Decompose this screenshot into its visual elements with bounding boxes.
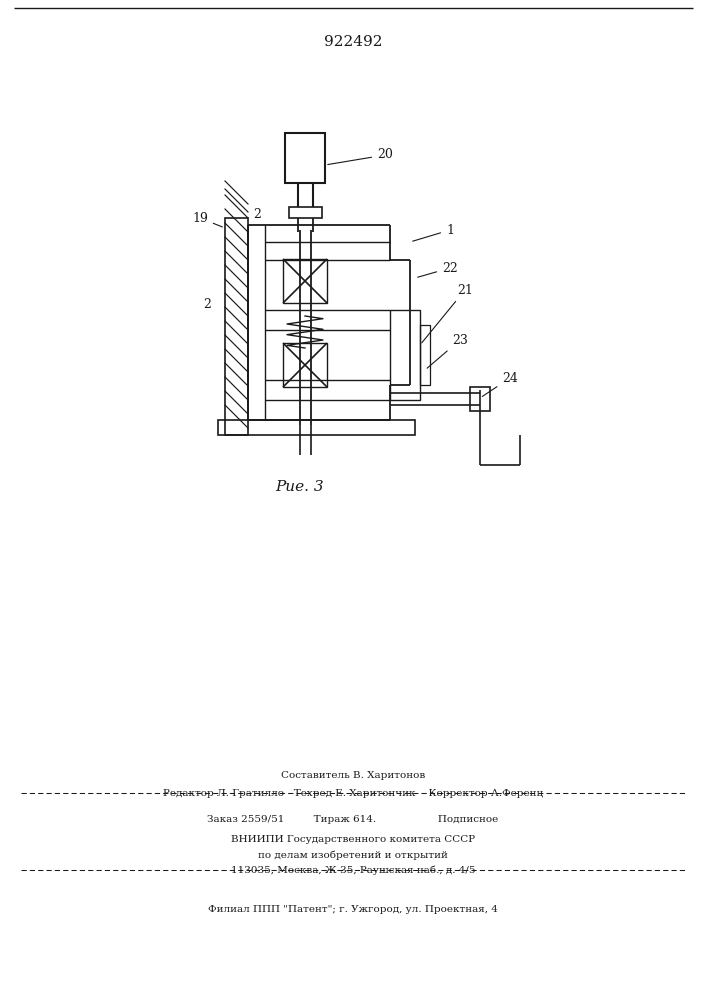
Text: ВНИИПИ Государственного комитета СССР: ВНИИПИ Государственного комитета СССР — [231, 836, 475, 844]
Bar — [285, 133, 325, 183]
Bar — [289, 207, 322, 218]
Text: 2: 2 — [253, 209, 261, 222]
Text: 23: 23 — [427, 334, 468, 368]
Bar — [470, 387, 490, 411]
Text: Pue. 3: Pue. 3 — [276, 480, 325, 494]
Text: Составитель В. Харитонов: Составитель В. Харитонов — [281, 770, 425, 780]
Bar — [283, 259, 327, 303]
Text: 24: 24 — [482, 371, 518, 396]
Text: 922492: 922492 — [324, 35, 382, 49]
Bar — [420, 325, 430, 385]
Text: 2: 2 — [203, 298, 211, 312]
Text: 22: 22 — [418, 261, 458, 277]
Text: Заказ 2559/51         Тираж 614.                   Подписное: Заказ 2559/51 Тираж 614. Подписное — [207, 816, 498, 824]
Text: Филиал ППП "Патент"; г. Ужгород, ул. Проектная, 4: Филиал ППП "Патент"; г. Ужгород, ул. Про… — [208, 906, 498, 914]
Bar — [225, 218, 248, 435]
Text: Редактор Л. Гратилло   Техред Е. Харитончик    Корректор А.Ференц: Редактор Л. Гратилло Техред Е. Харитончи… — [163, 788, 543, 798]
Bar — [390, 310, 420, 400]
Text: 19: 19 — [192, 212, 223, 227]
Bar — [283, 343, 327, 387]
Text: 1: 1 — [413, 224, 454, 241]
Text: 21: 21 — [422, 284, 473, 343]
Text: 113035, Москва, Ж-35, Раушская наб., д. 4/5: 113035, Москва, Ж-35, Раушская наб., д. … — [230, 865, 475, 875]
Text: 20: 20 — [328, 148, 393, 165]
Bar — [218, 420, 415, 435]
Text: по делам изобретений и открытий: по делам изобретений и открытий — [258, 850, 448, 860]
